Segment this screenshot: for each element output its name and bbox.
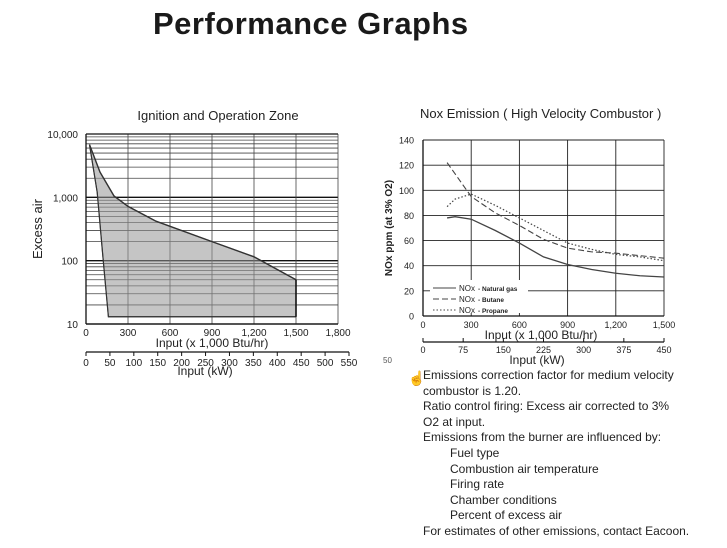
chart1-x2-tick-label: 550 — [341, 358, 358, 369]
chart2-legend-label: - Propane — [478, 308, 508, 315]
chart1-y-tick-label: 100 — [61, 257, 78, 268]
page-title: Performance Graphs — [153, 6, 469, 41]
note-line: Emissions correction factor for medium v… — [423, 368, 674, 382]
chart2-y-tick-label: 120 — [399, 161, 414, 171]
chart2-title: Nox Emission ( High Velocity Combustor ) — [420, 106, 661, 121]
chart1-x2-tick-label: 0 — [83, 358, 89, 369]
operation-zone-lower-line — [88, 144, 296, 318]
chart1-x-tick-label: 1,200 — [241, 328, 266, 339]
chart1-x2-tick-label: 150 — [149, 358, 166, 369]
chart1-x2-tick-label: 450 — [293, 358, 310, 369]
chart2-y-tick-label: 80 — [404, 211, 414, 221]
chart1-x2-tick-label: 400 — [269, 358, 286, 369]
chart1-y-tick-label: 10,000 — [47, 130, 78, 141]
emissions-notes: Emissions correction factor for medium v… — [423, 368, 689, 540]
chart1-x2-tick-label: 350 — [245, 358, 262, 369]
chart1-title: Ignition and Operation Zone — [137, 108, 298, 123]
chart2-y-tick-label: 100 — [399, 186, 414, 196]
chart1-y-label: Excess air — [30, 198, 45, 259]
chart2-y-tick-label: 0 — [409, 312, 414, 322]
chart2-x-tick-label: 900 — [560, 320, 575, 330]
chart2-legend-label: - Natural gas — [478, 286, 518, 293]
chart1-x-tick-label: 300 — [120, 328, 137, 339]
chart1-x-tick-label: 1,800 — [325, 328, 350, 339]
chart2-legend-prefix: NOx — [459, 295, 475, 304]
note-closing: For estimates of other emissions, contac… — [423, 523, 690, 538]
chart2-y-tick-label: 60 — [404, 236, 414, 246]
chart2-y-tick-label: 20 — [404, 286, 414, 296]
chart1-x-tick-label: 0 — [83, 328, 89, 339]
factor-item: Firing rate — [450, 477, 505, 492]
hand-pointer-icon: ☝ — [408, 370, 426, 386]
note-line: Emissions from the burner are influenced… — [423, 430, 662, 445]
note-line: combustor is 1.20. — [423, 383, 522, 398]
chart2-legend-prefix: NOx — [459, 306, 475, 315]
chart2-y-label: NOx ppm (at 3% O2) — [384, 180, 395, 276]
chart2-x2-tick-label: 450 — [656, 345, 671, 355]
note-line: O2 at input. — [423, 414, 486, 429]
operation-zone-upper-line — [88, 144, 297, 281]
chart2-x2-tick-label: 300 — [576, 345, 591, 355]
chart1-x2-tick-label: 200 — [173, 358, 190, 369]
chart1-x2-label: Input (kW) — [177, 364, 232, 378]
chart2-series-line — [446, 193, 665, 262]
factor-item: Fuel type — [450, 445, 500, 460]
stray-mark: 50 — [383, 356, 392, 365]
chart2-x2-tick-label: 150 — [496, 345, 511, 355]
chart2-series-line — [446, 162, 665, 259]
chart2-x2-tick-label: 75 — [458, 345, 468, 355]
chart1-x2-tick-label: 500 — [317, 358, 334, 369]
chart2-x-tick-label: 300 — [464, 320, 479, 330]
chart1-x-tick-label: 1,500 — [283, 328, 308, 339]
chart2-x-label: Input (x 1,000 Btu/hr) — [485, 328, 598, 342]
chart1-x2-tick-label: 50 — [104, 358, 116, 369]
chart2-x-tick-label: 600 — [512, 320, 527, 330]
chart2-x2-label: Input (kW) — [509, 353, 564, 367]
factor-item: Chamber conditions — [450, 492, 557, 507]
chart2-y-tick-label: 40 — [404, 261, 414, 271]
chart1-y-tick-label: 1,000 — [53, 193, 78, 204]
chart2-y-tick-label: 140 — [399, 136, 414, 146]
chart1-x2-tick-label: 300 — [221, 358, 238, 369]
chart2-x-tick-label: 1,500 — [653, 320, 676, 330]
chart2-legend-label: - Butane — [478, 297, 504, 304]
chart1-x-label: Input (x 1,000 Btu/hr) — [156, 336, 269, 350]
chart2-x-tick-label: 0 — [420, 320, 425, 330]
chart2-x2-tick-label: 375 — [616, 345, 631, 355]
chart2-series-line — [446, 216, 665, 278]
note-line: Ratio control firing: Excess air correct… — [423, 399, 670, 414]
chart2-x-tick-label: 1,200 — [605, 320, 628, 330]
chart2-x2-tick-label: 225 — [536, 345, 551, 355]
chart1-y-tick-label: 10 — [67, 320, 79, 331]
chart2-legend-prefix: NOx — [459, 284, 475, 293]
chart1-x-tick-label: 900 — [204, 328, 221, 339]
factor-item: Percent of excess air — [450, 508, 563, 523]
chart1-x2-tick-label: 100 — [125, 358, 142, 369]
factor-item: Combustion air temperature — [450, 461, 599, 476]
chart2-x2-tick-label: 0 — [420, 345, 425, 355]
chart1-x2-tick-label: 250 — [197, 358, 214, 369]
chart1-x-tick-label: 600 — [162, 328, 179, 339]
chart2-legend-box — [430, 280, 528, 313]
